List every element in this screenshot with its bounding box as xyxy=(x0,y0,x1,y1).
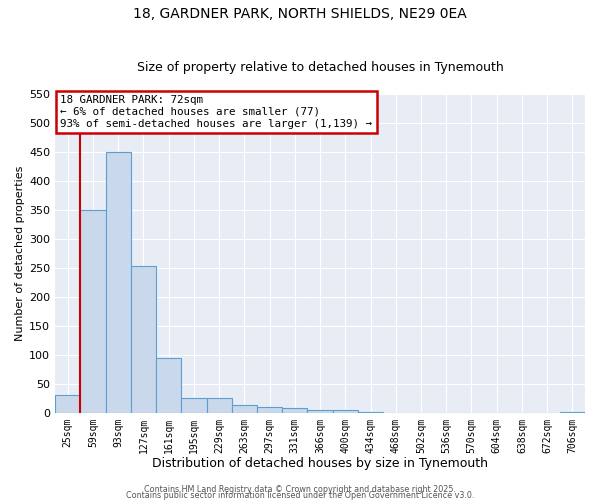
Bar xyxy=(131,266,156,412)
Bar xyxy=(332,410,358,412)
Bar xyxy=(232,405,257,412)
Bar xyxy=(257,407,282,412)
X-axis label: Distribution of detached houses by size in Tynemouth: Distribution of detached houses by size … xyxy=(152,457,488,470)
Text: 18 GARDNER PARK: 72sqm
← 6% of detached houses are smaller (77)
93% of semi-deta: 18 GARDNER PARK: 72sqm ← 6% of detached … xyxy=(61,96,373,128)
Bar xyxy=(181,398,206,412)
Bar xyxy=(156,358,181,412)
Title: Size of property relative to detached houses in Tynemouth: Size of property relative to detached ho… xyxy=(137,62,503,74)
Y-axis label: Number of detached properties: Number of detached properties xyxy=(15,166,25,341)
Text: Contains HM Land Registry data © Crown copyright and database right 2025.: Contains HM Land Registry data © Crown c… xyxy=(144,484,456,494)
Bar xyxy=(206,398,232,412)
Text: 18, GARDNER PARK, NORTH SHIELDS, NE29 0EA: 18, GARDNER PARK, NORTH SHIELDS, NE29 0E… xyxy=(133,8,467,22)
Text: Contains public sector information licensed under the Open Government Licence v3: Contains public sector information licen… xyxy=(126,490,474,500)
Bar xyxy=(55,396,80,412)
Bar xyxy=(106,152,131,412)
Bar xyxy=(80,210,106,412)
Bar xyxy=(282,408,307,412)
Bar xyxy=(307,410,332,412)
